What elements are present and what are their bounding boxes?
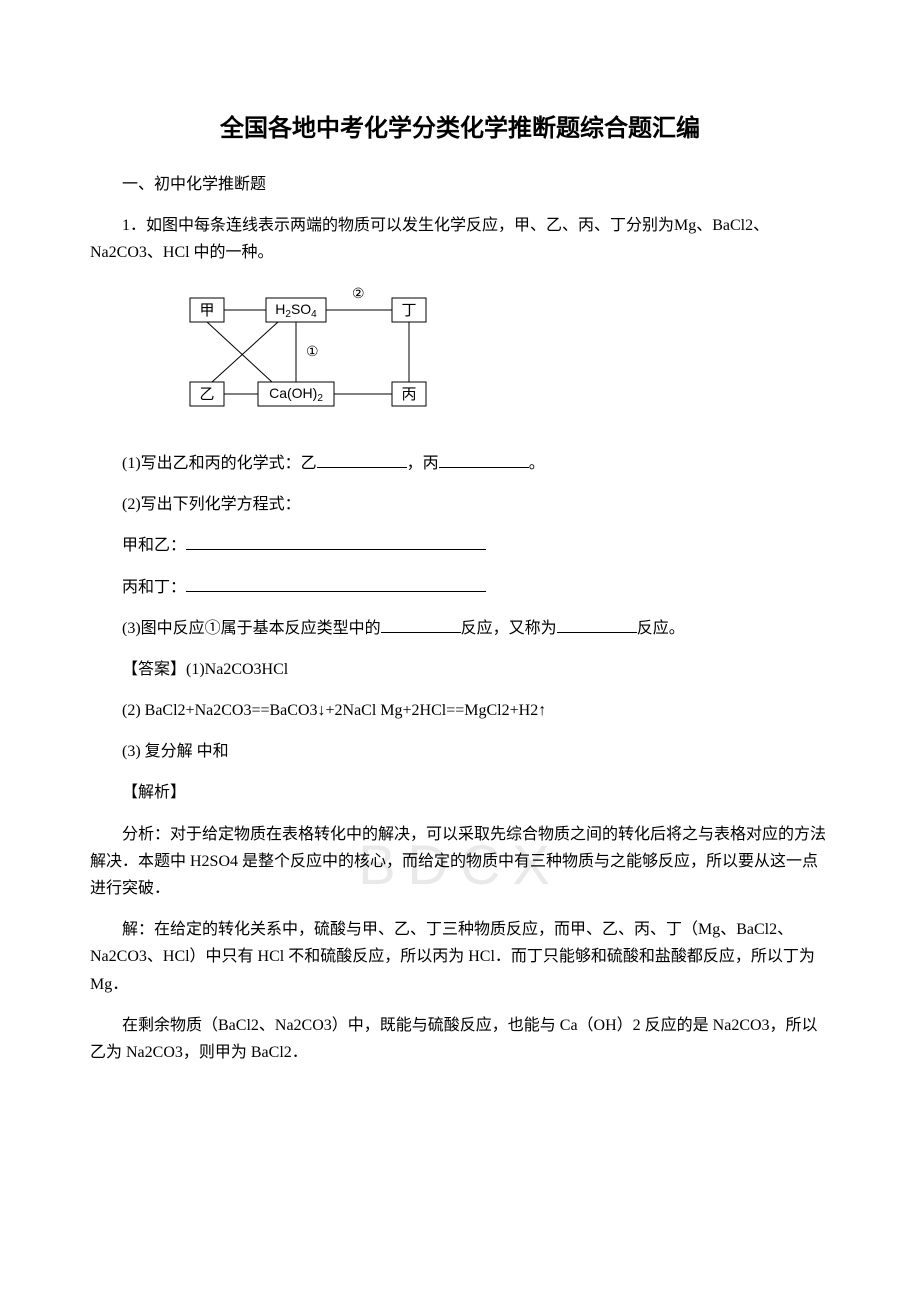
solution-text-1: 解：在给定的转化关系中，硫酸与甲、乙、丁三种物质反应，而甲、乙、丙、丁（Mg、B…	[90, 916, 830, 998]
explain-label: 【解析】	[90, 779, 830, 806]
blank-jia-yi	[186, 534, 486, 550]
question-part2: (2)写出下列化学方程式：	[90, 491, 830, 518]
diagram-svg: 甲 H2SO4 丁 乙 Ca(OH)2 丙	[180, 284, 460, 419]
q1-mid: ，丙	[407, 455, 439, 472]
blank-bing-ding	[186, 576, 486, 592]
analysis-text: 分析：对于给定物质在表格转化中的解决，可以采取先综合物质之间的转化后将之与表格对…	[90, 821, 830, 903]
q2b-label: 丙和丁：	[122, 579, 186, 596]
question-part1: (1)写出乙和丙的化学式：乙 ，丙 。	[90, 450, 830, 477]
blank-yi	[317, 452, 407, 468]
label-circle-2: ②	[352, 285, 365, 301]
label-circle-1: ①	[306, 343, 319, 359]
q1-suffix: 。	[529, 455, 545, 472]
blank-rxn-type	[381, 617, 461, 633]
page-title: 全国各地中考化学分类化学推断题综合题汇编	[90, 110, 830, 148]
solution-text-2: 在剩余物质（BaCl2、Na2CO3）中，既能与硫酸反应，也能与 Ca（OH）2…	[90, 1012, 830, 1066]
q3-prefix: (3)图中反应①属于基本反应类型中的	[122, 620, 381, 637]
section-heading: 一、初中化学推断题	[90, 172, 830, 198]
box-jia: 甲	[199, 303, 214, 319]
q3-mid: 反应，又称为	[461, 620, 557, 637]
document-content: 全国各地中考化学分类化学推断题综合题汇编 一、初中化学推断题 1．如图中每条连线…	[90, 110, 830, 1066]
box-yi: 乙	[199, 387, 214, 403]
answer-line2: (2) BaCl2+Na2CO3==BaCO3↓+2NaCl Mg+2HCl==…	[90, 697, 830, 724]
blank-rxn-name	[557, 617, 637, 633]
q2a-label: 甲和乙：	[122, 537, 186, 554]
q1-prefix: (1)写出乙和丙的化学式：乙	[122, 455, 317, 472]
question-intro: 1．如图中每条连线表示两端的物质可以发生化学反应，甲、乙、丙、丁分别为Mg、Ba…	[90, 212, 830, 266]
reaction-diagram: 甲 H2SO4 丁 乙 Ca(OH)2 丙	[180, 284, 830, 428]
question-part2a: 甲和乙：	[90, 532, 830, 559]
question-part3: (3)图中反应①属于基本反应类型中的 反应，又称为 反应。	[90, 615, 830, 642]
box-ding: 丁	[401, 303, 416, 319]
answer-line3: (3) 复分解 中和	[90, 738, 830, 765]
blank-bing	[439, 452, 529, 468]
box-bing: 丙	[401, 387, 416, 403]
q3-suffix: 反应。	[637, 620, 685, 637]
question-part2b: 丙和丁：	[90, 574, 830, 601]
answer-line1: 【答案】(1)Na2CO3HCl	[90, 656, 830, 683]
